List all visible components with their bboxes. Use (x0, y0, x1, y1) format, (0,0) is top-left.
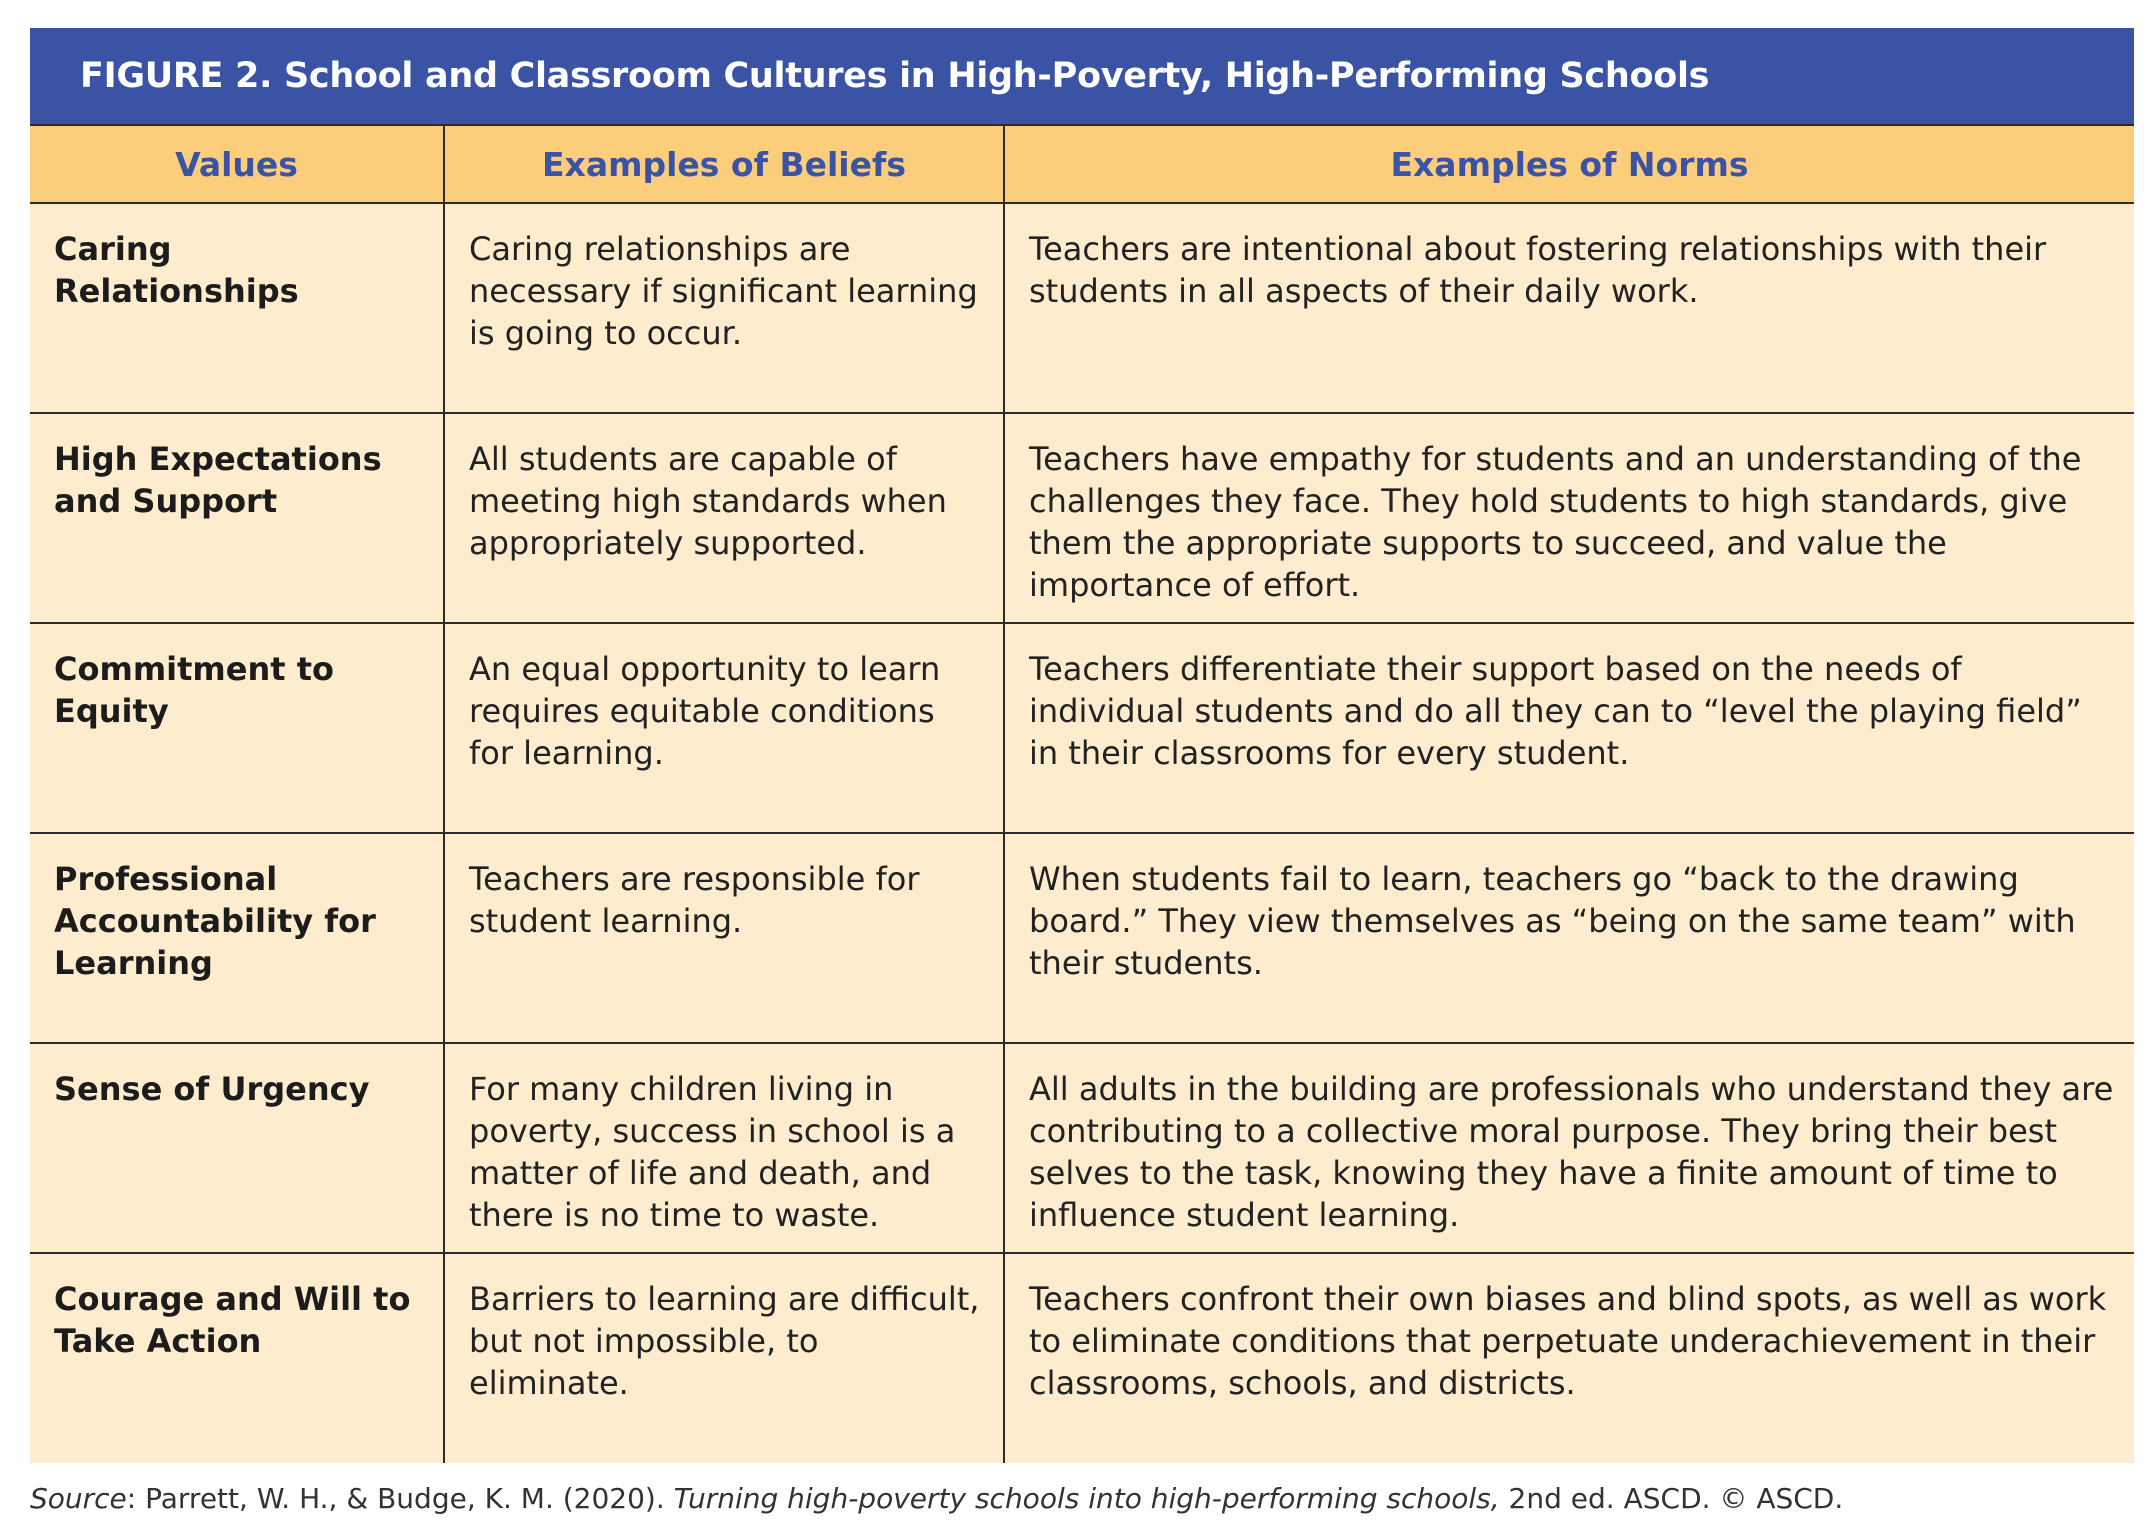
belief-cell: Caring relationships are necessary if si… (443, 203, 1004, 414)
belief-cell: An equal opportunity to learn requires e… (443, 623, 1004, 834)
source-suffix: 2nd ed. ASCD. © ASCD. (1499, 1482, 1844, 1515)
norm-cell: Teachers differentiate their support bas… (1003, 623, 2134, 834)
table-row: Commitment to Equity An equal opportunit… (30, 623, 2134, 834)
column-header-beliefs: Examples of Beliefs (443, 124, 1004, 204)
belief-cell: All students are capable of meeting high… (443, 413, 1004, 624)
norm-cell: Teachers are intentional about fostering… (1003, 203, 2134, 414)
belief-cell: Teachers are responsible for student lea… (443, 833, 1004, 1044)
column-header-norms: Examples of Norms (1003, 124, 2134, 204)
source-label: Source (30, 1482, 127, 1515)
table-row: Sense of Urgency For many children livin… (30, 1043, 2134, 1254)
header-row: Values Examples of Beliefs Examples of N… (30, 124, 2134, 204)
table-row: Courage and Will to Take Action Barriers… (30, 1253, 2134, 1463)
table-row: Caring Relationships Caring relationship… (30, 203, 2134, 414)
source-citation: Source: Parrett, W. H., & Budge, K. M. (… (30, 1482, 1843, 1515)
norm-cell: All adults in the building are professio… (1003, 1043, 2134, 1254)
norm-cell: When students fail to learn, teachers go… (1003, 833, 2134, 1044)
figure-title: FIGURE 2. School and Classroom Cultures … (30, 28, 2134, 124)
source-authors: : Parrett, W. H., & Budge, K. M. (2020). (126, 1482, 674, 1515)
table-row: Professional Accountability for Learning… (30, 833, 2134, 1044)
value-cell: Sense of Urgency (30, 1043, 444, 1254)
value-cell: Caring Relationships (30, 203, 444, 414)
value-cell: Professional Accountability for Learning (30, 833, 444, 1044)
norm-cell: Teachers confront their own biases and b… (1003, 1253, 2134, 1463)
column-header-values: Values (30, 124, 444, 204)
source-book-title: Turning high-poverty schools into high-p… (673, 1482, 1500, 1515)
cultures-table: Values Examples of Beliefs Examples of N… (30, 124, 2134, 1463)
value-cell: High Expectations and Support (30, 413, 444, 624)
value-cell: Courage and Will to Take Action (54, 1280, 411, 1360)
figure: FIGURE 2. School and Classroom Cultures … (30, 28, 2134, 1463)
norm-cell: Teachers have empathy for students and a… (1003, 413, 2134, 624)
belief-cell: Barriers to learning are difficult, but … (443, 1253, 1004, 1463)
belief-cell: For many children living in poverty, suc… (443, 1043, 1004, 1254)
value-cell: Commitment to Equity (30, 623, 444, 834)
table-row: High Expectations and Support All studen… (30, 413, 2134, 624)
